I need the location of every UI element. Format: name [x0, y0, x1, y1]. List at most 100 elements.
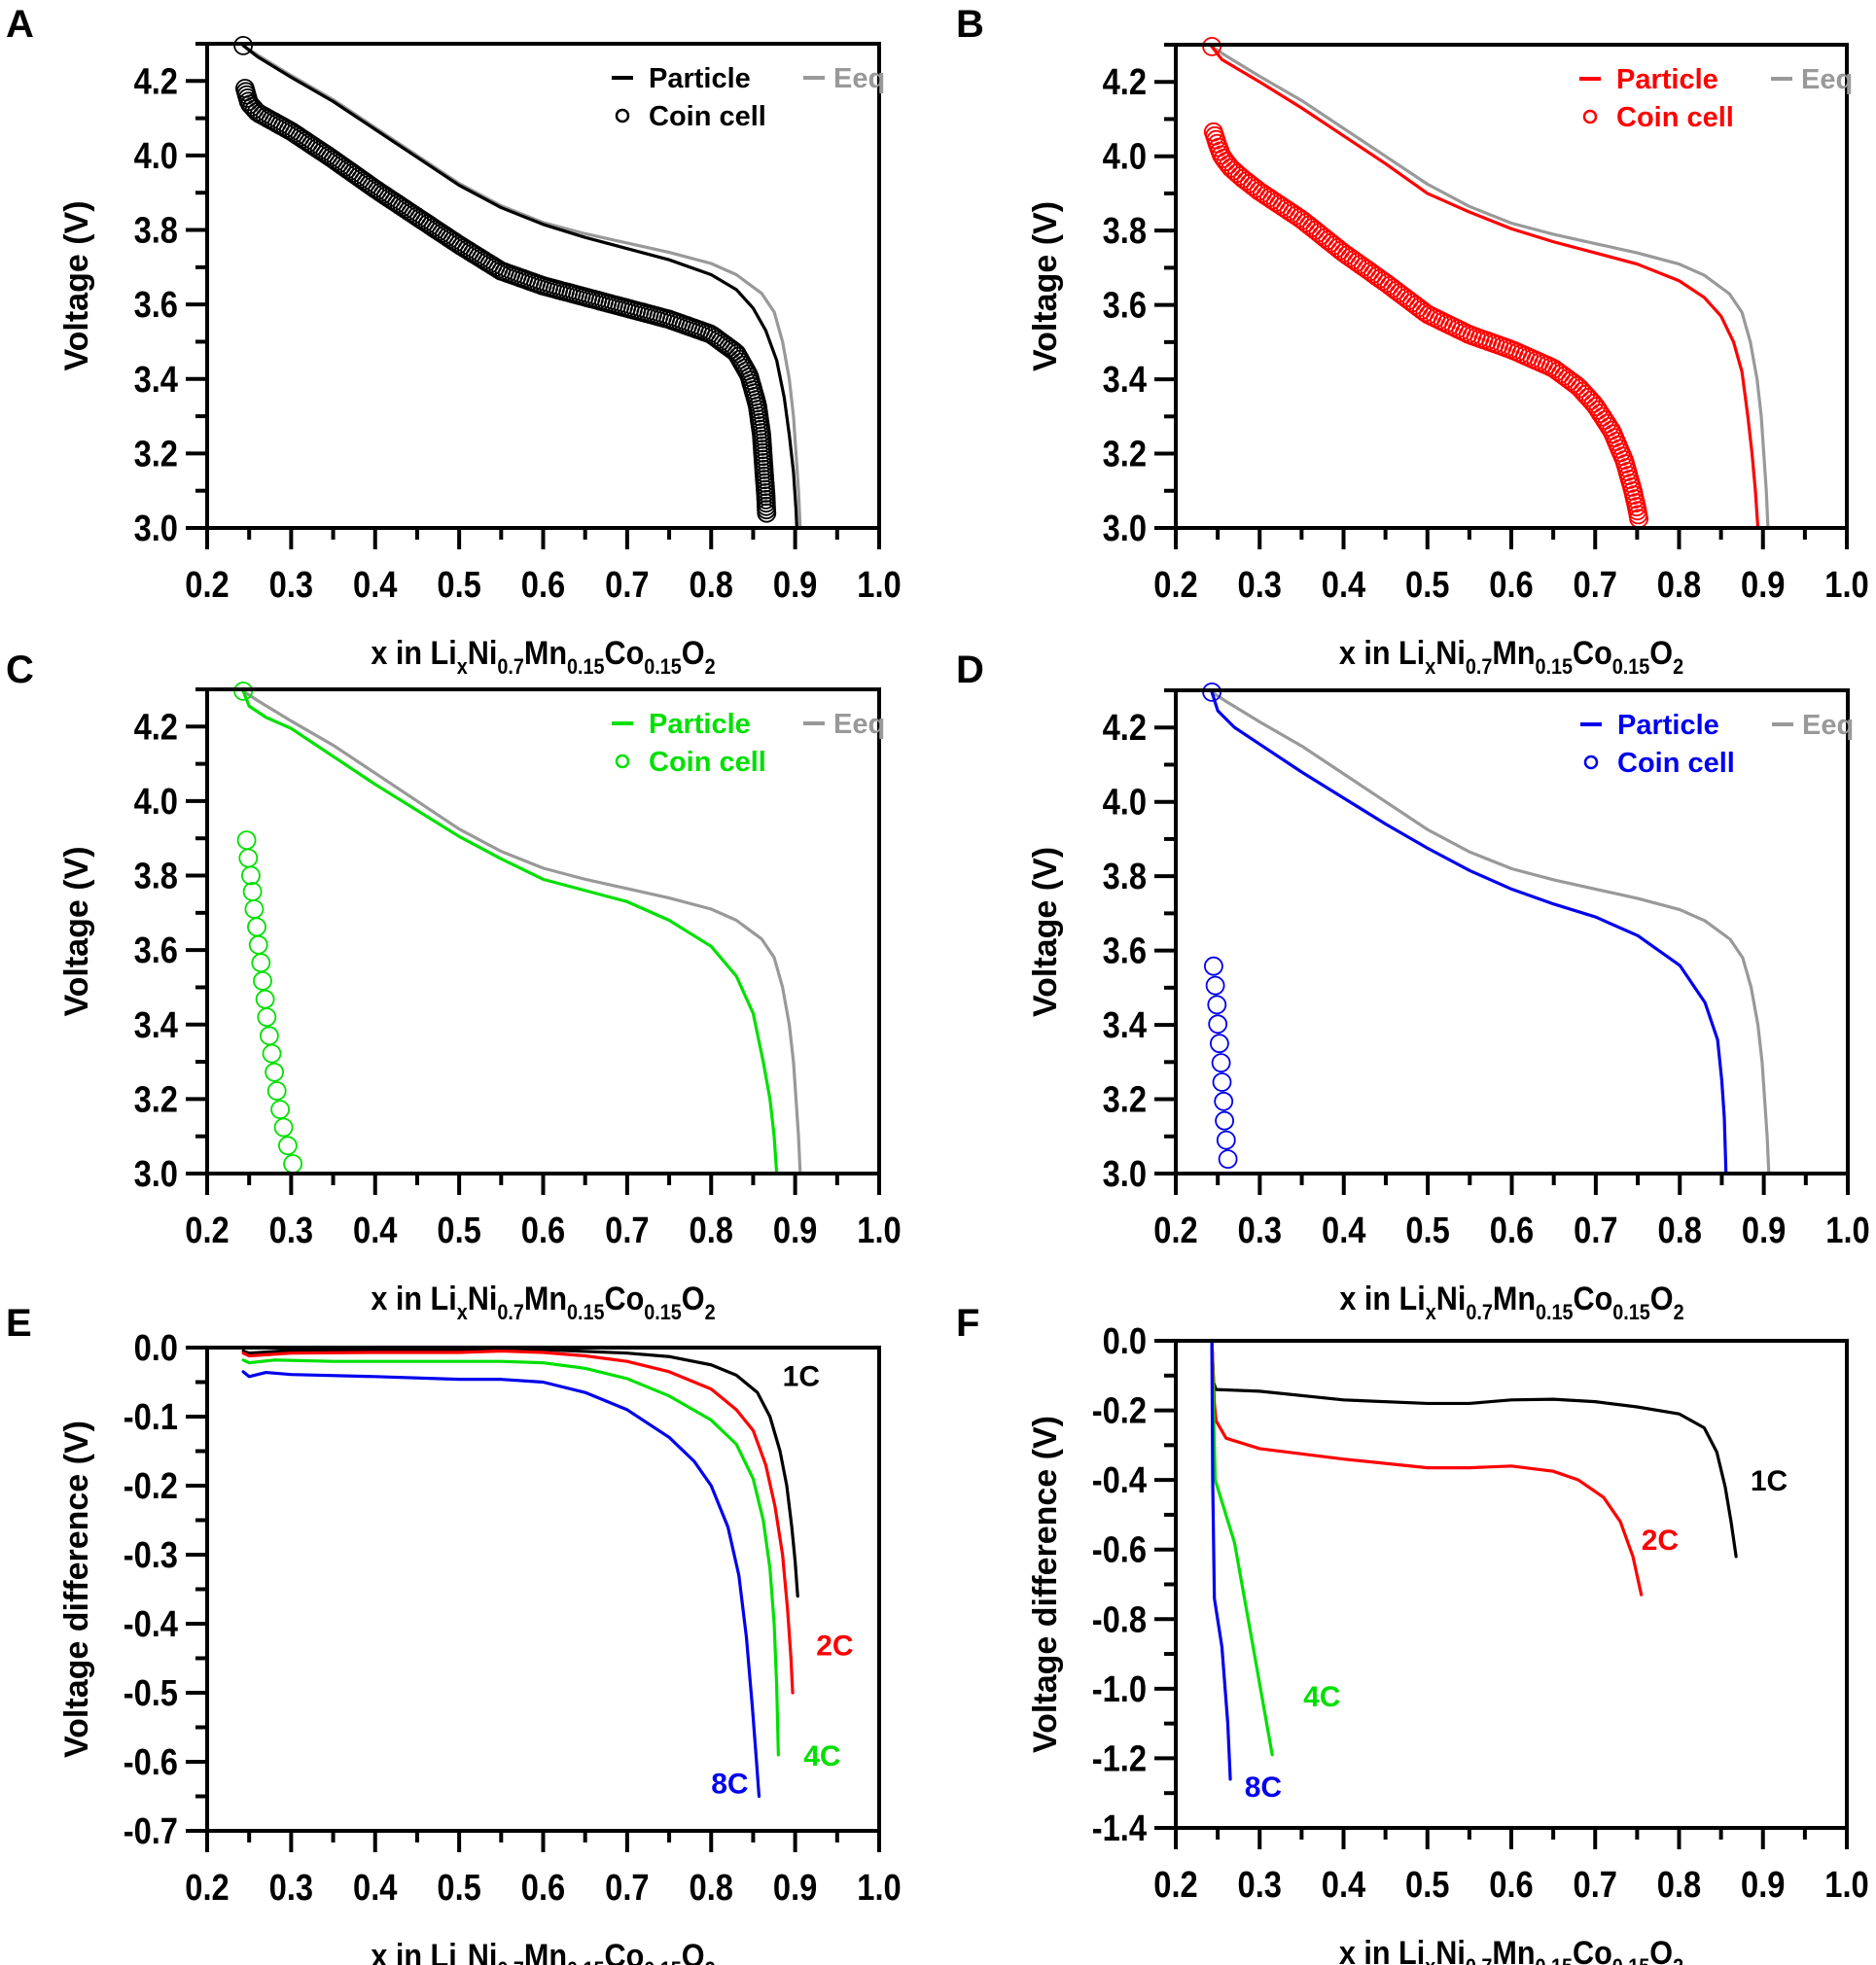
y-tick-label: -1.2: [1092, 1737, 1147, 1779]
y-axis-title: Voltage difference (V): [1027, 1416, 1064, 1753]
legend-label-particle: Particle: [649, 709, 751, 740]
x-axis-title-part: x: [457, 1301, 468, 1324]
x-tick-label: 1.0: [1825, 1210, 1869, 1251]
data-point: [1205, 975, 1225, 996]
x-tick-label: 0.6: [1489, 564, 1533, 606]
x-tick-label: 0.9: [1741, 1864, 1785, 1906]
x-axis-title-part: Mn: [1492, 635, 1535, 672]
series-group: [1202, 683, 1771, 1175]
x-axis-title-part: 2: [705, 1958, 716, 1965]
x-axis-title-text: x in Li: [371, 1938, 456, 1965]
series-line-eeq: [1210, 690, 1771, 1175]
legend-circle-swatch: [615, 108, 630, 123]
y-tick-label: 3.4: [1103, 1004, 1148, 1046]
x-axis-title-part: 0.15: [1536, 655, 1574, 679]
data-point: [1208, 1014, 1228, 1035]
data-point: [1357, 259, 1377, 279]
data-point: [1327, 238, 1347, 258]
data-point: [265, 1062, 285, 1082]
data-point: [262, 1043, 282, 1064]
y-tick-label: 3.4: [134, 358, 179, 400]
x-tick-label: 0.5: [1405, 564, 1449, 606]
x-tick-label: 0.8: [1658, 1210, 1702, 1251]
x-axis-title-part: 0.7: [1466, 655, 1493, 679]
x-tick-label: 0.5: [1405, 1210, 1449, 1251]
data-point: [1343, 250, 1363, 270]
x-axis-title-part: Co: [605, 635, 645, 672]
x-tick-label: 0.9: [1741, 564, 1785, 606]
y-tick-label: 3.8: [134, 855, 178, 896]
y-tick-label: 4.2: [1103, 707, 1147, 749]
y-tick-label: 3.4: [134, 1003, 179, 1045]
panel-label-e: E: [6, 1302, 32, 1345]
x-tick-label: 0.9: [1742, 1210, 1786, 1251]
y-tick-label: 4.2: [1103, 61, 1147, 103]
data-point: [1389, 283, 1409, 303]
data-point: [1211, 1053, 1231, 1072]
series-group: 1C 2C 4C 8C: [1210, 1339, 1788, 1804]
x-tick-label: 0.3: [1238, 1864, 1282, 1906]
x-axis-title-part: Ni: [1435, 635, 1466, 672]
x-tick-label: 0.3: [1238, 1210, 1282, 1251]
x-axis-title-text: x in Li: [1339, 1281, 1425, 1317]
x-tick-label: 0.2: [1153, 1210, 1197, 1251]
series-group: [1202, 37, 1770, 530]
series-line-8c: [1210, 1339, 1232, 1781]
x-tick-label: 0.5: [437, 564, 480, 606]
series-group: 1C 2C 4C 8C: [241, 1348, 854, 1800]
series-line-1c: [1210, 1339, 1738, 1559]
series-line-1c: [241, 1348, 799, 1598]
series-label-2c: 2C: [1642, 1525, 1679, 1557]
series-label-1c: 1C: [1751, 1465, 1788, 1497]
series-label-2c: 2C: [816, 1630, 853, 1662]
series-line-particle: [1210, 45, 1760, 530]
y-tick-label: 3.2: [134, 1078, 178, 1120]
x-tick-label: 0.2: [185, 1210, 229, 1251]
data-point: [1290, 208, 1309, 228]
data-point: [253, 971, 272, 991]
legend-label-coin-cell: Coin cell: [649, 747, 766, 778]
panel-label-f: F: [956, 1302, 979, 1345]
data-point: [1246, 178, 1266, 198]
data-point: [1233, 168, 1253, 189]
legend: Particle Eeq Coin cell: [1580, 710, 1854, 779]
data-point: [1215, 1110, 1234, 1131]
x-tick-label: 0.7: [605, 1210, 649, 1251]
series-line-particle: [241, 44, 798, 530]
x-axis-title-part: O: [682, 1281, 705, 1317]
x-axis-title-part: x: [457, 655, 468, 679]
x-tick-label: 0.6: [1490, 1210, 1534, 1251]
y-tick-label: 3.0: [1103, 508, 1147, 549]
y-tick-label: -0.4: [1092, 1459, 1148, 1501]
axes: 0.2 0.3 0.4 0.5 0.6 0.7 0.8 0.9 1.0 -0.7 -0.6 -0.5 -…: [58, 1327, 902, 1965]
x-axis-title-part: Co: [605, 1938, 645, 1965]
x-tick-label: 0.2: [185, 1867, 229, 1909]
data-point: [1333, 243, 1354, 263]
y-axis-title: Voltage (V): [1027, 201, 1064, 371]
data-point: [1547, 361, 1568, 381]
x-tick-label: 1.0: [1824, 564, 1868, 606]
x-axis-title-part: Ni: [1436, 1281, 1467, 1317]
y-tick-label: -0.3: [124, 1534, 178, 1576]
x-tick-label: 0.4: [353, 1210, 398, 1251]
x-axis-title-part: Mn: [524, 635, 567, 672]
legend-label-particle: Particle: [1616, 64, 1718, 95]
data-point: [1212, 1072, 1232, 1092]
legend-label-coin-cell: Coin cell: [1617, 748, 1735, 779]
x-tick-label: 0.2: [185, 564, 229, 606]
x-tick-label: 0.8: [690, 564, 733, 606]
x-tick-label: 0.7: [1574, 564, 1617, 606]
x-tick-label: 0.9: [773, 564, 817, 606]
x-axis-title-part: Mn: [1492, 1935, 1535, 1965]
axes: 0.2 0.3 0.4 0.5 0.6 0.7 0.8 0.9 1.0 3.0 3.2 3.4 3.6 3…: [58, 42, 902, 679]
y-tick-label: 3.0: [134, 508, 178, 549]
x-axis-title-part: 0.15: [567, 655, 605, 679]
x-axis-title-part: 0.15: [1536, 1301, 1574, 1324]
axes: 0.2 0.3 0.4 0.5 0.6 0.7 0.8 0.9 1.0 3.0 3.2 3.4 3.6 3…: [1027, 688, 1870, 1324]
y-tick-label: 3.6: [1103, 284, 1147, 326]
x-axis-title-part: 2: [705, 655, 716, 679]
panel-label-d: D: [956, 649, 984, 691]
x-axis-title-part: 2: [1674, 1301, 1684, 1324]
series-line-2c: [1210, 1339, 1644, 1597]
